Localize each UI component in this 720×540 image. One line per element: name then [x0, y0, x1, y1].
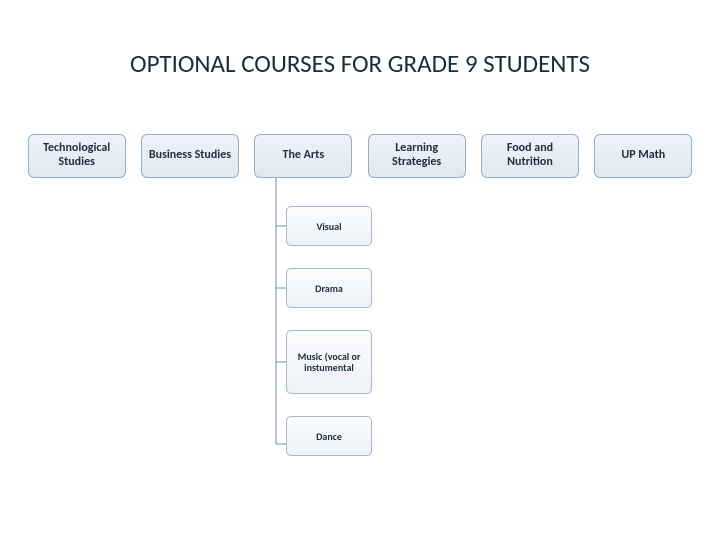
node-technological-studies: Technological Studies — [28, 134, 126, 178]
diagram-title: OPTIONAL COURSES FOR GRADE 9 STUDENTS — [0, 48, 720, 79]
top-node-row: Technological Studies Business Studies T… — [20, 134, 700, 178]
child-node-column: Visual Drama Music (vocal or instumental… — [286, 206, 372, 456]
node-the-arts: The Arts — [254, 134, 352, 178]
node-drama: Drama — [286, 268, 372, 308]
node-business-studies: Business Studies — [141, 134, 239, 178]
node-up-math: UP Math — [594, 134, 692, 178]
node-food-nutrition: Food and Nutrition — [481, 134, 579, 178]
node-dance: Dance — [286, 416, 372, 456]
node-music: Music (vocal or instumental — [286, 330, 372, 394]
node-visual: Visual — [286, 206, 372, 246]
node-learning-strategies: Learning Strategies — [368, 134, 466, 178]
